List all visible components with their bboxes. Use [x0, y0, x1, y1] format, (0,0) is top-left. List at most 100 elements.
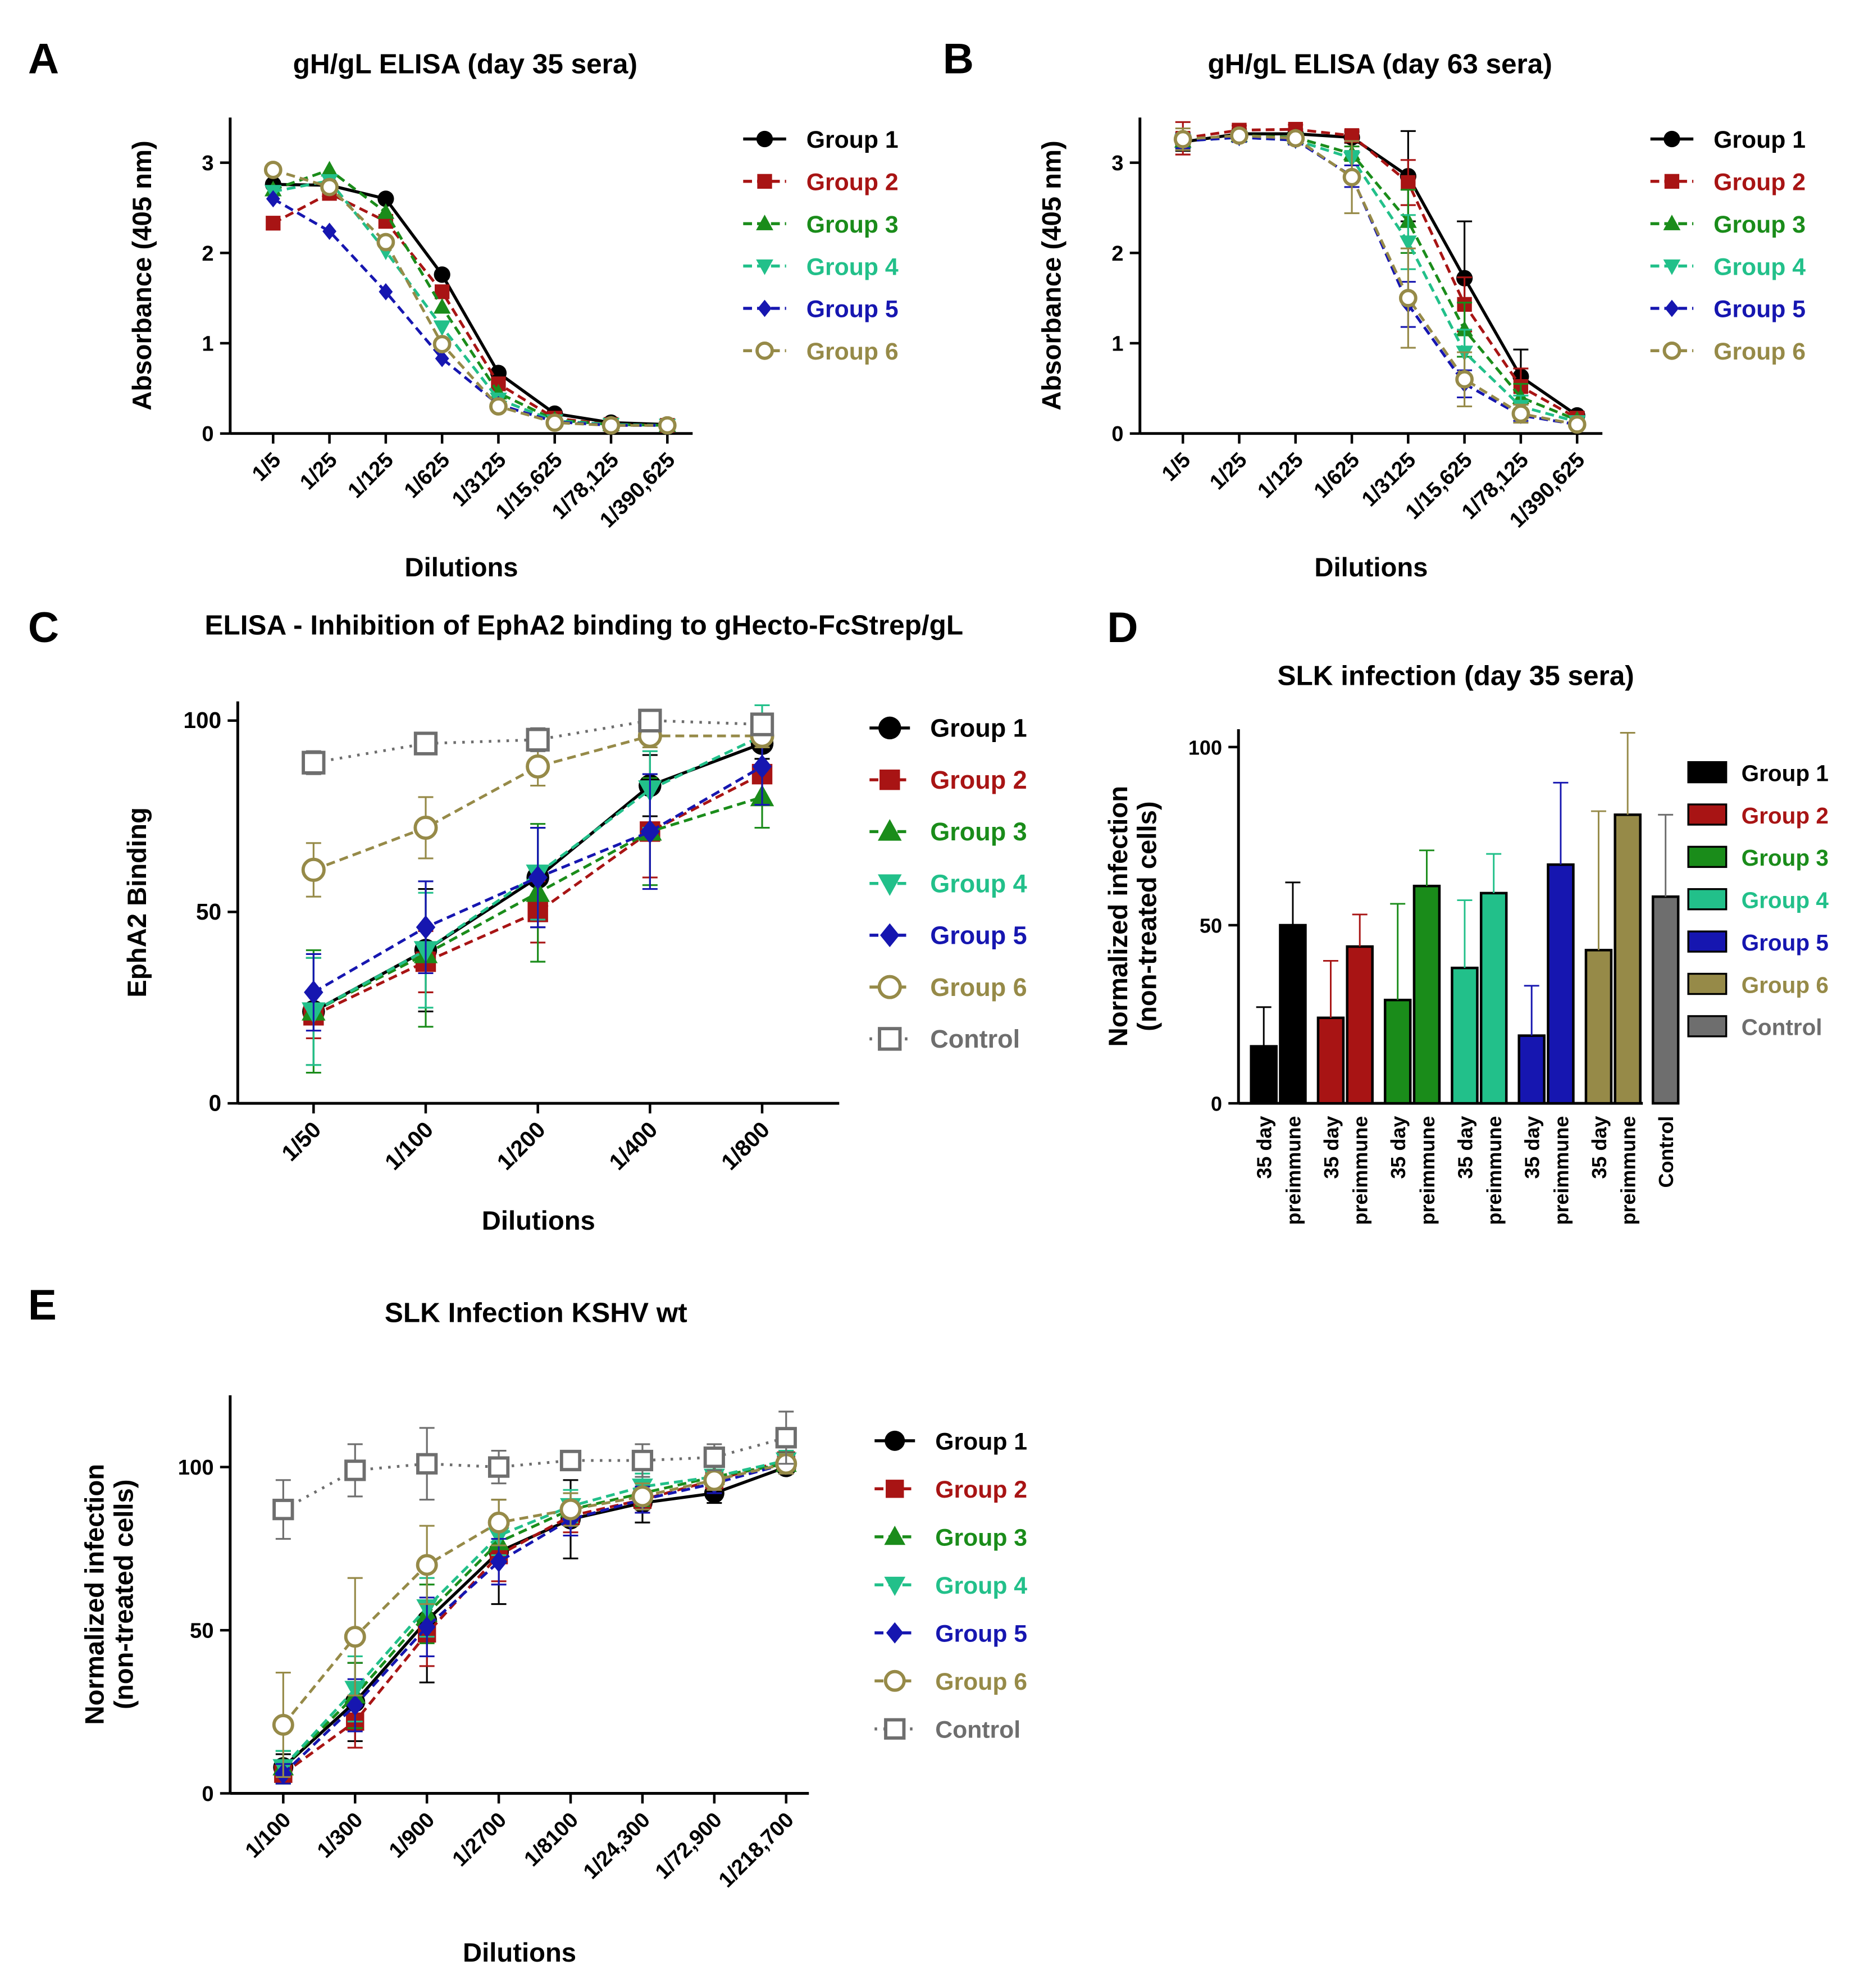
- data-point: [631, 1449, 654, 1472]
- bar: [1651, 895, 1680, 1105]
- bar: [1517, 1034, 1546, 1105]
- y-tick-label: 0: [1111, 422, 1123, 446]
- panel-letter-c: C: [28, 604, 59, 652]
- legend-swatch: [1687, 972, 1728, 995]
- data-point: [433, 298, 451, 314]
- y-tick-label: 100: [184, 707, 222, 733]
- x-tick-label: 35 day: [1253, 1116, 1276, 1179]
- legend-marker: [758, 299, 772, 317]
- series-group-6: [263, 161, 677, 435]
- legend-label: Group 2: [806, 169, 899, 196]
- legend-marker: [880, 923, 900, 948]
- y-tick-label: 50: [1200, 914, 1222, 937]
- legend-label: Group 3: [935, 1525, 1027, 1552]
- data-point: [487, 1511, 510, 1534]
- y-tick-label: 0: [209, 1090, 222, 1116]
- legend-marker: [1664, 130, 1680, 148]
- data-point: [418, 1616, 436, 1638]
- legend-label: Group 6: [806, 338, 899, 365]
- legend-marker: [1665, 299, 1679, 317]
- legend-marker: [885, 1430, 905, 1451]
- bar-control-control: [1651, 813, 1680, 1105]
- legend-item-group-3: Group 3: [869, 817, 1027, 846]
- legend-label: Control: [935, 1717, 1020, 1744]
- y-axis-label-line: (non-treated cells): [1133, 801, 1163, 1031]
- legend-marker: [755, 341, 774, 360]
- y-axis-label-line: Normalized infection: [1104, 786, 1133, 1047]
- series-line: [282, 1462, 787, 1775]
- legend-swatch: [1687, 1015, 1728, 1038]
- data-point: [435, 349, 449, 367]
- legend-marker: [878, 716, 901, 740]
- panel-d: D SLK infection (day 35 sera) 0 50 100 Norma…: [1104, 604, 1829, 1225]
- data-point: [775, 1427, 797, 1449]
- bar-group-4-35-day: [1451, 899, 1479, 1105]
- series-line: [1183, 136, 1578, 424]
- data-point: [434, 266, 450, 283]
- legend-item-group-4: Group 4: [1650, 253, 1806, 280]
- y-axis-label-line: Normalized infection: [80, 1464, 110, 1725]
- bar: [1346, 945, 1374, 1105]
- data-point: [487, 1456, 510, 1478]
- y-axis-label: Absorbance (405 nm): [1037, 140, 1067, 410]
- legend-swatch: [1687, 845, 1728, 868]
- x-tick-label: preimmune: [1483, 1116, 1506, 1225]
- data-point: [413, 731, 438, 756]
- data-point: [631, 1485, 654, 1508]
- legend-marker: [886, 1480, 904, 1498]
- y-tick-label: 1: [1111, 331, 1123, 356]
- bar: [1412, 884, 1441, 1105]
- bar: [1250, 1045, 1278, 1105]
- y-tick-label: 0: [1211, 1093, 1222, 1116]
- y-axis-label-line: (non-treated cells): [109, 1479, 139, 1709]
- data-point: [304, 980, 323, 1004]
- x-tick-label: 35 day: [1387, 1116, 1410, 1179]
- x-tick-label: Control: [1655, 1116, 1678, 1188]
- x-tick-label: preimmune: [1349, 1116, 1372, 1225]
- data-point: [545, 413, 564, 432]
- legend-item-group-6: Group 6: [743, 338, 899, 365]
- legend-item-group-2: Group 2: [874, 1476, 1027, 1503]
- legend-marker: [756, 215, 773, 230]
- legend-label: Group 2: [935, 1476, 1027, 1503]
- series-line: [273, 183, 668, 426]
- legend-swatch: [1687, 761, 1728, 784]
- legend-item-group-5: Group 5: [869, 921, 1027, 950]
- x-tick-label: 35 day: [1588, 1116, 1611, 1179]
- series-line: [282, 1462, 787, 1768]
- legend-marker: [879, 769, 900, 790]
- legend-item-group-6: Group 6: [1687, 972, 1829, 998]
- x-tick-label: preimmune: [1416, 1116, 1439, 1225]
- panel-letter-d: D: [1107, 604, 1138, 652]
- data-point: [344, 1626, 366, 1648]
- legend-item-group-3: Group 3: [1687, 845, 1829, 871]
- legend-label: Group 4: [930, 869, 1027, 898]
- data-point: [1456, 320, 1473, 336]
- legend-marker: [884, 1576, 906, 1596]
- legend-label: Group 2: [930, 766, 1027, 794]
- legend-label: Group 1: [806, 126, 899, 153]
- legend-label: Group 1: [930, 714, 1027, 743]
- data-point: [321, 161, 338, 177]
- legend-label: Group 2: [1742, 803, 1829, 829]
- legend-label: Control: [930, 1025, 1020, 1053]
- legend-marker: [877, 975, 902, 999]
- legend-item-group-4: Group 4: [743, 253, 899, 280]
- x-axis-label: Dilutions: [463, 1938, 576, 1968]
- data-point: [750, 712, 774, 736]
- bar: [1584, 949, 1613, 1105]
- panel-letter-e: E: [28, 1281, 57, 1329]
- data-point: [320, 178, 339, 197]
- legend-marker: [1662, 341, 1681, 360]
- legend-item-group-4: Group 4: [1687, 888, 1829, 913]
- data-point: [1342, 167, 1361, 186]
- legend-label: Group 6: [935, 1668, 1027, 1695]
- data-point: [433, 320, 451, 336]
- data-point: [376, 233, 395, 252]
- y-axis-label: Normalized infection(non-treated cells): [80, 1464, 139, 1725]
- legend-label: Group 1: [1742, 760, 1829, 786]
- data-point: [1173, 130, 1192, 149]
- data-point: [344, 1459, 366, 1481]
- data-point: [416, 1453, 438, 1475]
- series-line: [1182, 132, 1578, 417]
